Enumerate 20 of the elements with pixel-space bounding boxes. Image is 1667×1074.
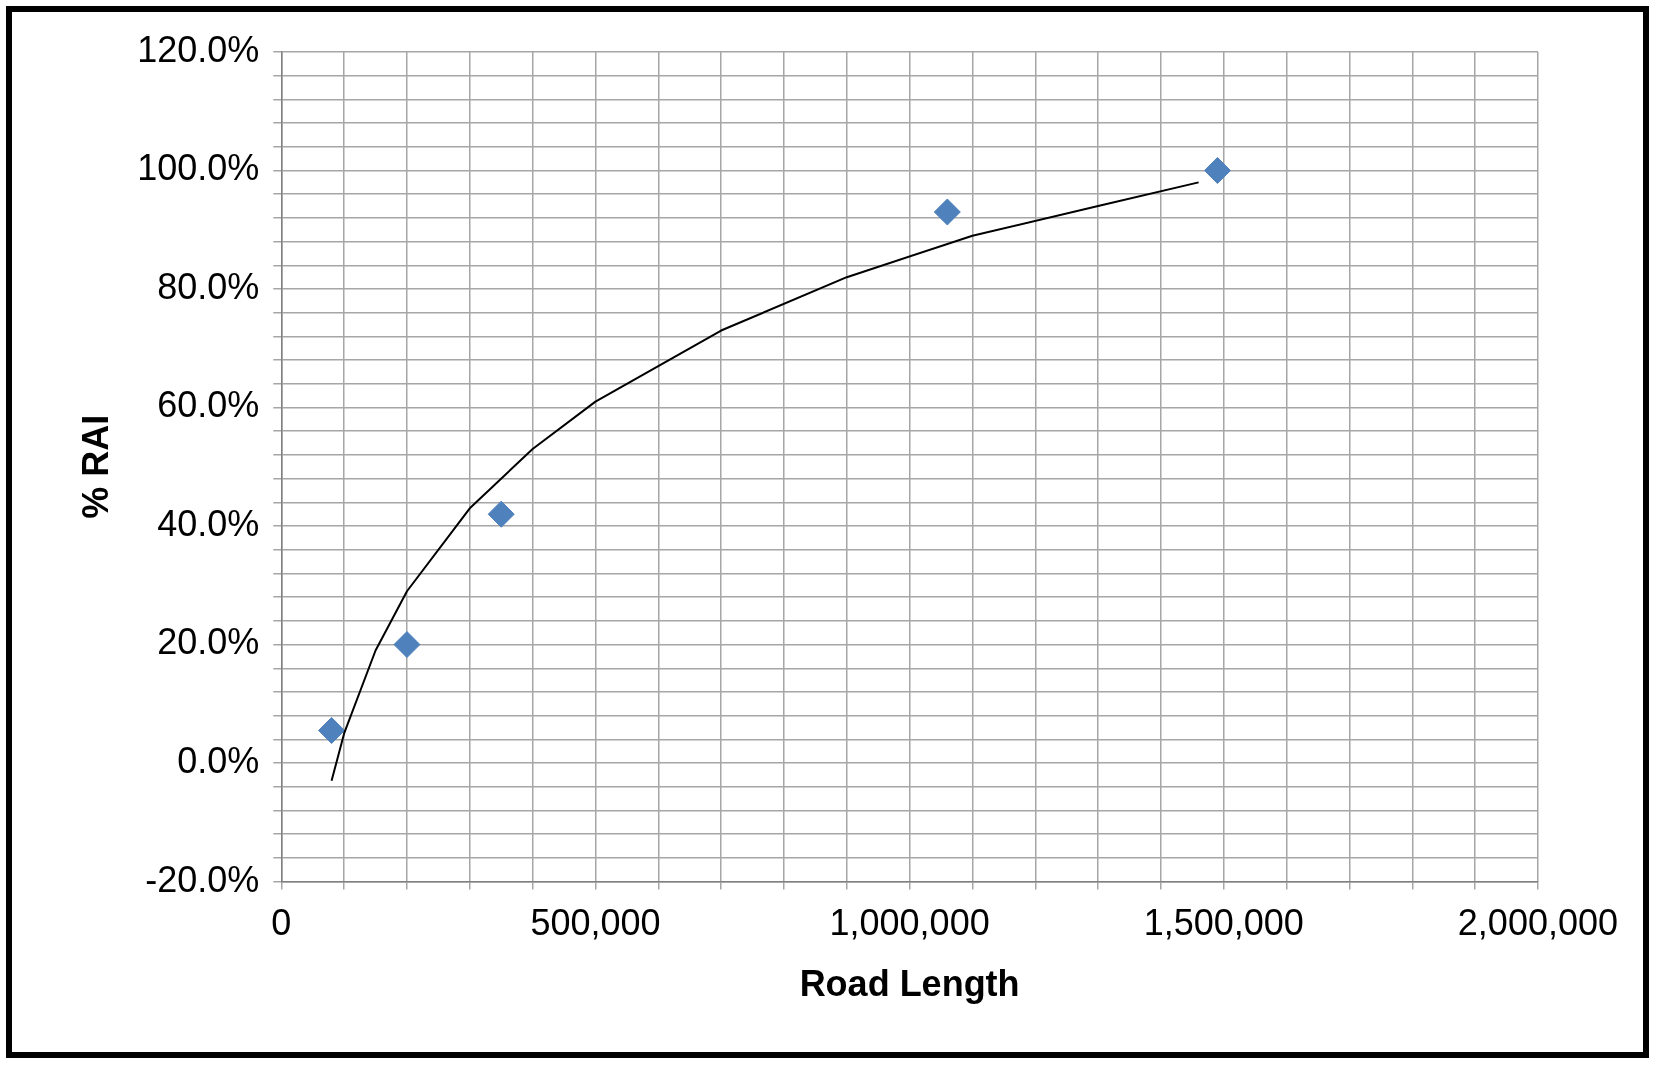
- y-tick-label: 20.0%: [157, 621, 260, 663]
- y-tick-label: 60.0%: [157, 384, 260, 426]
- x-tick-label: 2,000,000: [1457, 902, 1618, 944]
- y-tick-label: -20.0%: [145, 858, 260, 900]
- point: [487, 500, 515, 528]
- point: [393, 631, 421, 659]
- y-tick-label: 120.0%: [137, 28, 260, 70]
- x-axis-title: Road Length: [799, 963, 1020, 1005]
- y-axis-title: % RAI: [74, 414, 116, 519]
- point: [933, 198, 961, 226]
- x-tick-label: 500,000: [530, 902, 661, 944]
- point: [1203, 157, 1231, 185]
- y-tick-label: 80.0%: [157, 265, 260, 307]
- x-tick-label: 1,500,000: [1143, 902, 1304, 944]
- x-tick-label: 0: [271, 902, 292, 944]
- point: [318, 716, 346, 744]
- y-tick-label: 40.0%: [157, 502, 260, 544]
- x-tick-label: 1,000,000: [829, 902, 990, 944]
- y-tick-label: 100.0%: [137, 147, 260, 189]
- y-tick-label: 0.0%: [177, 740, 260, 782]
